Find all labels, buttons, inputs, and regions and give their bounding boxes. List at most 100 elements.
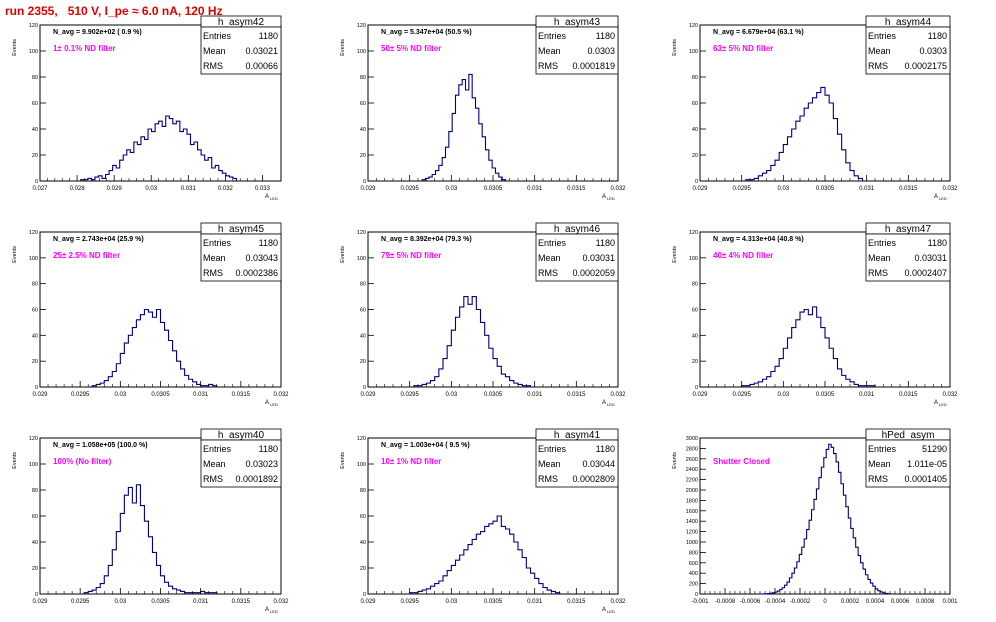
x-axis-label-sub: LED (607, 609, 615, 614)
x-tick-label: 0.033 (255, 186, 271, 192)
histogram-line (745, 86, 864, 181)
stats-value-mean: 0.03023 (245, 459, 278, 469)
y-tick-label: 120 (357, 23, 366, 29)
stats-value-rms: 0.0001892 (235, 474, 278, 484)
x-tick-label: 0.029 (360, 186, 376, 192)
stats-value-entries: 51290 (922, 444, 947, 454)
x-axis-label: A (265, 400, 269, 406)
filter-annotation: 50± 5% ND filter (381, 44, 441, 53)
y-tick-label: 120 (689, 23, 698, 29)
navg-label: N_avg = 1.058e+05 (100.0 %) (53, 442, 148, 449)
stats-value-rms: 0.0002407 (904, 268, 947, 278)
histogram-panel-h_asym45: 0.029 0.0295 0.03 0.0305 0.031 0.0315 0.032 0 20… (12, 222, 289, 407)
histogram-panel-h_asym46: 0.029 0.0295 0.03 0.0305 0.031 0.0315 0.032 0 20… (340, 222, 626, 407)
x-tick-label: 0.031 (193, 599, 209, 605)
histogram-panel-h_asym44: 0.029 0.0295 0.03 0.0305 0.031 0.0315 0.032 0 20… (672, 15, 958, 201)
y-tick-label: 1600 (686, 509, 698, 515)
histogram-panel-h_asym41: 0.029 0.0295 0.03 0.0305 0.031 0.0315 0.032 0 20… (340, 428, 626, 614)
y-tick-label: 20 (692, 359, 698, 365)
y-tick-label: 20 (360, 153, 366, 159)
histogram-line (80, 115, 238, 181)
x-tick-label: 0.032 (942, 392, 958, 398)
stats-key-entries: Entries (868, 444, 897, 454)
stats-box (535, 26, 619, 75)
y-tick-label: 20 (360, 359, 366, 365)
x-tick-label: 0.032 (610, 599, 626, 605)
stats-key-rms: RMS (868, 268, 888, 278)
y-axis-label: Events (672, 246, 678, 263)
y-tick-label: 80 (32, 282, 38, 288)
x-tick-label: 0.032 (610, 186, 626, 192)
stats-value-rms: 0.0002809 (572, 474, 615, 484)
stats-value-mean: 0.03031 (914, 253, 947, 263)
x-tick-label: 0 (823, 599, 827, 605)
y-tick-label: 80 (32, 75, 38, 81)
x-tick-label: 0.03 (777, 392, 789, 398)
y-tick-label: 0 (363, 385, 366, 391)
stats-value-mean: 0.03021 (245, 46, 278, 56)
x-tick-label: 0.03 (777, 186, 789, 192)
stats-box (865, 233, 951, 282)
x-tick-label: 0.03 (445, 392, 457, 398)
stats-key-mean: Mean (203, 46, 226, 56)
y-tick-label: 0 (695, 592, 698, 598)
y-tick-label: 20 (360, 566, 366, 572)
stats-key-mean: Mean (203, 459, 226, 469)
x-tick-label: 0.029 (32, 392, 48, 398)
x-tick-label: 0.032 (273, 599, 289, 605)
x-tick-label: 0.0305 (816, 186, 835, 192)
histogram-line (91, 308, 218, 387)
stats-box (865, 439, 951, 488)
y-axis-label: Events (340, 452, 346, 469)
navg-label: N_avg = 8.392e+04 (79.3 %) (381, 236, 472, 243)
y-tick-label: 2200 (686, 478, 698, 484)
x-axis-label-sub: LED (607, 402, 615, 407)
y-tick-label: 1000 (686, 540, 698, 546)
x-axis-label-sub: LED (270, 609, 278, 614)
histogram-name: hPed_asym (882, 430, 935, 441)
stats-value-entries: 1180 (596, 238, 615, 248)
stats-key-rms: RMS (538, 61, 558, 71)
x-tick-label: 0.0295 (400, 392, 419, 398)
x-tick-label: 0.027 (32, 186, 48, 192)
x-tick-label: 0.031 (181, 186, 197, 192)
x-axis-label: A (265, 607, 269, 613)
stats-box (200, 26, 282, 75)
y-tick-label: 200 (689, 582, 698, 588)
y-tick-label: 2000 (686, 488, 698, 494)
x-tick-label: 0.031 (527, 392, 543, 398)
stats-key-entries: Entries (538, 31, 567, 41)
y-tick-label: 100 (357, 49, 366, 55)
stats-key-mean: Mean (203, 253, 226, 263)
y-tick-label: 80 (692, 282, 698, 288)
x-axis-label: A (602, 400, 606, 406)
filter-annotation: 79± 5% ND filter (381, 251, 441, 260)
stats-key-rms: RMS (538, 268, 558, 278)
histogram-line (421, 73, 507, 181)
stats-key-entries: Entries (538, 444, 567, 454)
stats-value-rms: 0.0002175 (904, 61, 947, 71)
histogram-line (413, 296, 532, 387)
x-tick-label: 0.0315 (899, 392, 918, 398)
y-axis-label: Events (12, 246, 18, 263)
stats-value-entries: 1180 (928, 238, 947, 248)
y-tick-label: 600 (689, 561, 698, 567)
stats-key-rms: RMS (868, 61, 888, 71)
y-tick-label: 60 (360, 101, 366, 107)
y-tick-label: 60 (692, 101, 698, 107)
stats-key-rms: RMS (203, 474, 223, 484)
x-tick-label: 0.0315 (567, 392, 586, 398)
x-tick-label: 0.032 (218, 186, 234, 192)
stats-box (865, 26, 951, 75)
y-tick-label: 1400 (686, 519, 698, 525)
x-tick-label: 0.03 (445, 186, 457, 192)
y-tick-label: 0 (35, 179, 38, 185)
x-tick-label: 0.03 (145, 186, 157, 192)
y-tick-label: 120 (29, 436, 38, 442)
y-tick-label: 0 (363, 179, 366, 185)
stats-value-rms: 0.0002059 (572, 268, 615, 278)
y-tick-label: 120 (29, 23, 38, 29)
x-tick-label: 0.029 (692, 186, 708, 192)
x-tick-label: -0.0004 (765, 599, 786, 605)
